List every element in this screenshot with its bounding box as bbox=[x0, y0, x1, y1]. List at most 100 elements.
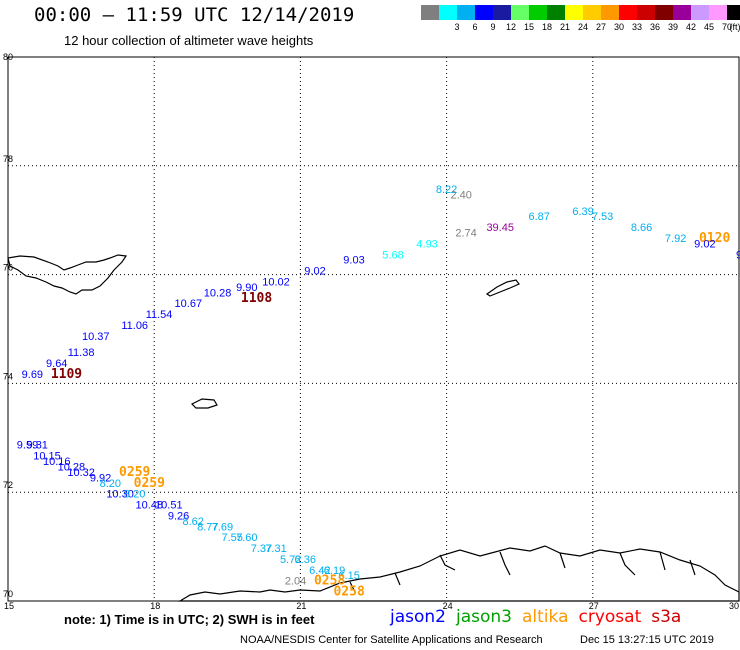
wave-height-value: 9.03 bbox=[343, 255, 364, 267]
color-swatch bbox=[475, 5, 493, 20]
wave-height-value: 2.74 bbox=[455, 228, 476, 240]
map-frame bbox=[7, 56, 740, 602]
latitude-label: 74 bbox=[3, 371, 13, 381]
wave-height-value: 8.77 bbox=[197, 521, 218, 533]
altimeter-track-points: 8.222.40 6.39 6.87 7.53 8.66 39.45 2.74 7.92 012… bbox=[17, 184, 740, 600]
color-scale-tick-label: 3 bbox=[454, 22, 460, 32]
latitude-label: 76 bbox=[3, 263, 13, 273]
latitude-labels: 80 78 76 74 72 70 bbox=[3, 52, 13, 599]
footer-note: note: 1) Time is in UTC; 2) SWH is in fe… bbox=[64, 612, 315, 627]
wave-height-value: 6.15 bbox=[338, 570, 359, 582]
wave-height-value: 7.55 bbox=[221, 532, 242, 544]
wave-height-value: 7.31 bbox=[265, 543, 286, 555]
wave-height-value: 10.02 bbox=[262, 276, 290, 288]
wave-height-value: 10.30 bbox=[106, 489, 134, 501]
color-swatch bbox=[511, 5, 529, 20]
wave-height-value: 6.42 bbox=[309, 565, 330, 577]
norway-coast bbox=[177, 545, 740, 602]
color-scale-tick-label: 36 bbox=[649, 22, 661, 32]
pass-time-label: 1108 bbox=[241, 291, 272, 306]
wave-height-value: 9.02 bbox=[304, 266, 325, 278]
wave-height-value: 6.87 bbox=[528, 211, 549, 223]
footer-credit: NOAA/NESDIS Center for Satellite Applica… bbox=[240, 634, 543, 646]
longitude-label: 24 bbox=[443, 601, 453, 611]
color-swatch bbox=[421, 5, 439, 20]
color-scale-tick-label: 24 bbox=[577, 22, 589, 32]
longitude-label: 27 bbox=[589, 601, 599, 611]
wave-height-value: 8.62 bbox=[182, 516, 203, 528]
color-swatch bbox=[601, 5, 619, 20]
wave-height-value: 7.69 bbox=[212, 521, 233, 533]
page-title: 00:00 – 11:59 UTC 12/14/2019 bbox=[34, 4, 355, 26]
color-swatch bbox=[673, 5, 691, 20]
wave-height-value: 7.53 bbox=[592, 211, 613, 223]
kong-karls-land bbox=[485, 279, 520, 297]
wave-height-value: 11.06 bbox=[121, 320, 148, 332]
wave-height-value: 7.60 bbox=[236, 532, 257, 544]
wave-height-value: 10.16 bbox=[43, 456, 71, 468]
wave-height-value: 5.68 bbox=[382, 249, 403, 261]
pass-time-label: 0120 bbox=[699, 231, 730, 246]
pass-time-label: 0259 bbox=[119, 465, 150, 480]
color-scale-tick-label: 15 bbox=[523, 22, 535, 32]
color-scale-bar bbox=[421, 5, 740, 20]
pass-time-label: 0258 bbox=[314, 574, 345, 589]
color-scale-unit: (ft) bbox=[729, 22, 740, 32]
satellite-legend: jason2 jason3 altika cryosat s3a bbox=[390, 607, 691, 627]
wave-height-value: 7.92 bbox=[665, 233, 686, 245]
color-scale-tick-label: 12 bbox=[505, 22, 517, 32]
latitude-label: 78 bbox=[3, 154, 13, 164]
color-swatch bbox=[709, 5, 727, 20]
color-scale-tick-label: 42 bbox=[685, 22, 697, 32]
color-scale-tick-label: 21 bbox=[559, 22, 571, 32]
wave-height-value: 6.19 bbox=[324, 565, 345, 577]
color-swatch bbox=[727, 5, 740, 20]
wave-height-value: 10.67 bbox=[175, 298, 203, 310]
pass-time-label: 0259 bbox=[134, 476, 165, 491]
wave-height-value: 8.20 bbox=[100, 478, 121, 490]
longitude-label: 18 bbox=[150, 601, 160, 611]
wave-height-value: 10.15 bbox=[33, 451, 61, 463]
longitude-label: 30 bbox=[729, 601, 739, 611]
wave-height-value: 9.69 bbox=[22, 369, 43, 381]
pass-time-label: 0258 bbox=[333, 585, 364, 600]
wave-height-value: 10.51 bbox=[155, 500, 183, 512]
svalbard-coast bbox=[7, 254, 128, 295]
wave-height-value: 39.45 bbox=[486, 222, 514, 234]
wave-height-value: 6.39 bbox=[572, 206, 593, 218]
longitude-label: 15 bbox=[4, 601, 14, 611]
page-subtitle: 12 hour collection of altimeter wave hei… bbox=[64, 33, 314, 48]
color-scale-tick-label: 45 bbox=[703, 22, 715, 32]
color-scale-tick-label: 18 bbox=[541, 22, 553, 32]
satellite-legend-item: altika bbox=[522, 607, 569, 627]
wave-height-value: 10.37 bbox=[82, 331, 110, 343]
wave-height-value: 9.26 bbox=[168, 510, 189, 522]
wave-height-value: 8.22 bbox=[436, 184, 457, 196]
color-swatch bbox=[691, 5, 709, 20]
satellite-legend-item: cryosat bbox=[578, 607, 642, 627]
wave-height-value: 9.02 bbox=[694, 238, 715, 250]
wave-height-value: 10.28 bbox=[204, 287, 232, 299]
wave-height-value: 5.72 bbox=[280, 554, 301, 566]
wave-height-value: 4.93 bbox=[416, 238, 437, 250]
wave-height-value: 8.66 bbox=[631, 222, 652, 234]
color-swatch bbox=[619, 5, 637, 20]
color-scale-tick-label: 27 bbox=[595, 22, 607, 32]
color-swatch bbox=[655, 5, 673, 20]
color-swatch bbox=[547, 5, 565, 20]
latitude-label: 72 bbox=[3, 480, 13, 490]
wave-height-value: 9.59 bbox=[17, 440, 38, 452]
satellite-legend-item: jason3 bbox=[456, 607, 512, 627]
color-scale-tick-label: 33 bbox=[631, 22, 643, 32]
color-scale-tick-label: 9 bbox=[490, 22, 496, 32]
satellite-legend-item: jason2 bbox=[390, 607, 446, 627]
wave-height-value: 10.28 bbox=[58, 461, 86, 473]
color-scale-labels: 3 6 9 12 15 18 21 24 27 30 33 36 39 42 45 70 (ft) bbox=[421, 22, 740, 34]
latitude-label: 70 bbox=[3, 589, 13, 599]
wave-height-value: 8.20 bbox=[124, 489, 145, 501]
longitude-labels: 15 18 21 24 27 30 bbox=[4, 601, 739, 611]
wave-height-value: 9.64 bbox=[46, 358, 67, 370]
wave-height-value: 11.38 bbox=[68, 347, 95, 359]
wave-height-value: 10.48 bbox=[136, 500, 164, 512]
